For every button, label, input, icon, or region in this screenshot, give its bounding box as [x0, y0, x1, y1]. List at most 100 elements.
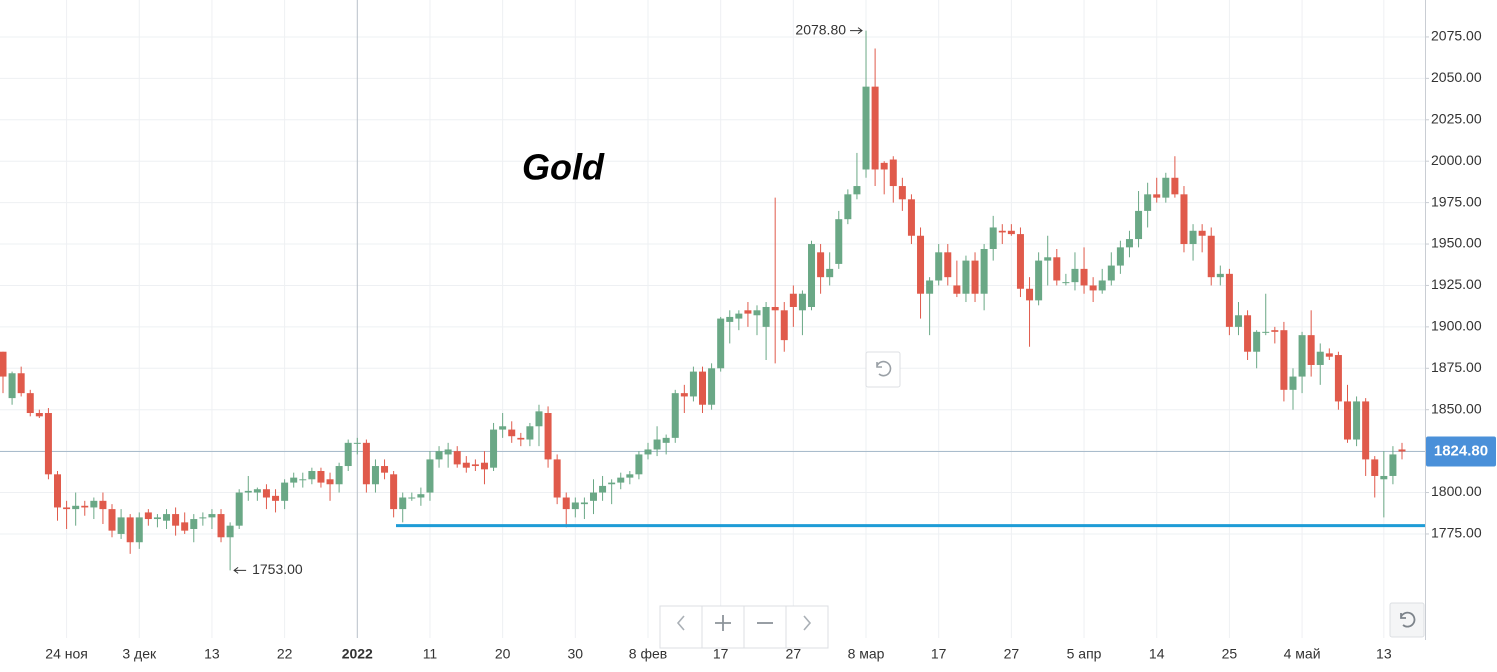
- x-tick-label: 24 ноя: [45, 646, 88, 662]
- x-tick-label: 17: [713, 646, 729, 662]
- candle-body: [235, 492, 243, 526]
- candle-body: [744, 310, 752, 314]
- candle-body: [907, 199, 915, 236]
- candle-body: [717, 318, 725, 369]
- candles: [0, 30, 1406, 571]
- candle-body: [653, 439, 661, 450]
- candle-body: [789, 293, 797, 307]
- x-tick-label: 30: [568, 646, 584, 662]
- candle-body: [308, 471, 316, 480]
- candle-body: [126, 517, 134, 543]
- candle-body: [490, 429, 498, 468]
- candle-body: [917, 235, 925, 294]
- candle-body: [0, 351, 7, 377]
- candle-body: [199, 517, 207, 519]
- candle-body: [1316, 351, 1324, 365]
- candle-body: [99, 500, 107, 510]
- candle-body: [1189, 230, 1197, 245]
- x-tick-label: 8 мар: [848, 646, 885, 662]
- candle-body: [208, 514, 216, 518]
- price-badge-label: 1824.80: [1434, 442, 1488, 459]
- candle-body: [1362, 401, 1370, 460]
- candle-body: [935, 252, 943, 281]
- candle-body: [317, 471, 325, 483]
- y-tick-label: 1900.00: [1431, 318, 1482, 334]
- candle-body: [844, 194, 852, 220]
- candle-body: [54, 474, 62, 508]
- candle-body: [144, 512, 152, 520]
- candle-body: [626, 474, 634, 478]
- candle-body: [390, 474, 398, 510]
- navigation-bar: [659, 605, 829, 649]
- candle-body: [1307, 335, 1315, 365]
- x-tick-label: 27: [786, 646, 802, 662]
- candle-body: [699, 371, 706, 405]
- candle-body: [1207, 235, 1215, 278]
- candle-body: [181, 522, 189, 531]
- x-tick-label: 4 май: [1284, 646, 1321, 662]
- candle-body: [544, 413, 552, 460]
- y-tick-label: 1800.00: [1431, 483, 1482, 499]
- candle-body: [408, 497, 416, 499]
- candle-body: [953, 285, 961, 294]
- candle-body: [889, 159, 897, 187]
- candle-body: [589, 492, 597, 501]
- candle-body: [1225, 273, 1233, 327]
- candle-body: [726, 316, 734, 322]
- reset-scale-button[interactable]: [1389, 602, 1425, 638]
- x-tick-label: 3 дек: [122, 646, 157, 662]
- candle-body: [335, 466, 343, 485]
- candle-body: [608, 482, 616, 485]
- candle-body: [244, 490, 252, 493]
- candle-body: [662, 437, 670, 443]
- reset-button[interactable]: [865, 351, 901, 388]
- candle-body: [90, 500, 98, 508]
- candle-body: [1071, 268, 1079, 283]
- candle-body: [708, 368, 716, 405]
- x-tick-label: 14: [1149, 646, 1165, 662]
- candle-body: [1343, 401, 1351, 440]
- candle-body: [1016, 234, 1024, 289]
- candle-body: [962, 260, 970, 294]
- candle-body: [553, 459, 561, 498]
- candle-body: [1353, 401, 1361, 440]
- candle-body: [153, 517, 161, 520]
- candle-body: [253, 489, 261, 493]
- candle-body: [926, 280, 934, 294]
- candle-body: [63, 507, 71, 510]
- scroll-left-button[interactable]: [676, 615, 685, 631]
- candle-body: [453, 451, 461, 465]
- candle-body: [299, 479, 307, 481]
- x-tick-label: 17: [931, 646, 947, 662]
- candle-body: [353, 442, 361, 444]
- x-tick-label: 11: [423, 646, 438, 662]
- candle-body: [8, 373, 16, 399]
- candle-body: [81, 505, 89, 508]
- grid: [0, 0, 1425, 638]
- scroll-right-button[interactable]: [803, 615, 812, 631]
- candle-body: [835, 219, 843, 264]
- candle-body: [1180, 194, 1188, 245]
- candle-body: [417, 494, 425, 498]
- candle-body: [580, 502, 588, 505]
- candle-body: [1153, 194, 1161, 198]
- x-tick-label: 20: [495, 646, 511, 662]
- candle-body: [163, 514, 171, 521]
- candle-body: [853, 186, 861, 195]
- candle-body: [290, 477, 298, 483]
- candle-body: [35, 413, 43, 417]
- candle-body: [1144, 194, 1152, 211]
- candle-body: [798, 293, 806, 311]
- candle-body: [898, 186, 906, 200]
- candle-body: [226, 525, 234, 538]
- candle-body: [471, 464, 479, 467]
- candle-body: [1026, 288, 1034, 301]
- zoom-in-button[interactable]: [715, 615, 731, 631]
- candle-body: [1062, 282, 1070, 284]
- candle-body: [1325, 353, 1333, 357]
- candle-body: [72, 505, 80, 510]
- candle-body: [1162, 177, 1170, 198]
- y-tick-label: 1775.00: [1431, 525, 1482, 541]
- candle-body: [680, 393, 688, 397]
- candle-body: [435, 451, 443, 460]
